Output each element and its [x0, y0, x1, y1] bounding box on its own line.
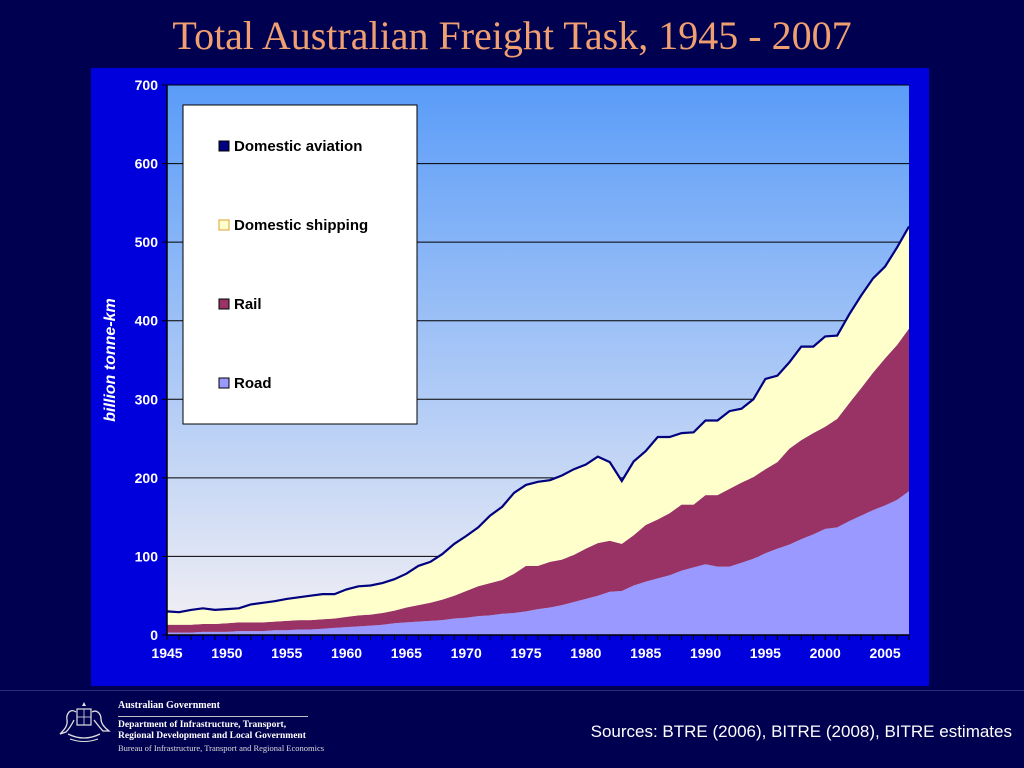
y-tick-label: 200	[135, 470, 159, 486]
x-tick-label: 1995	[750, 645, 781, 661]
x-tick-label: 1985	[630, 645, 661, 661]
series-areas	[166, 225, 910, 635]
government-logo: Australian Government Department of Infr…	[56, 700, 326, 762]
coat-of-arms-icon	[59, 702, 111, 742]
legend-swatch	[218, 219, 230, 231]
x-tick-label: 1975	[510, 645, 541, 661]
footer-divider	[0, 690, 1024, 691]
x-tick-label: 1950	[211, 645, 242, 661]
axes: 0 100 200 300 400 500 600 700 1945 1950 1955 1960 19…	[135, 77, 910, 661]
chart-frame: 0 100 200 300 400 500 600 700 1945 1950 1955 1960 19…	[91, 68, 929, 686]
area-rail	[167, 328, 909, 633]
x-tick-label: 2005	[869, 645, 900, 661]
y-tick-label: 500	[135, 234, 159, 250]
legend-swatch	[218, 377, 230, 389]
area-road	[167, 491, 909, 635]
legend-swatch	[218, 140, 230, 152]
legend-label: Road	[234, 375, 272, 392]
x-tick-label: 1980	[570, 645, 601, 661]
y-tick-label: 300	[135, 391, 159, 407]
y-axis-label: billion tonne-km	[102, 298, 119, 422]
x-tick-label: 1945	[151, 645, 182, 661]
legend-label: Rail	[234, 296, 262, 313]
freight-area-chart: 0 100 200 300 400 500 600 700 1945 1950 1955 1960 19…	[102, 77, 910, 661]
x-tick-label: 1960	[331, 645, 362, 661]
bureau-name: Bureau of Infrastructure, Transport and …	[118, 743, 325, 754]
department-line-1: Department of Infrastructure, Transport,	[118, 719, 287, 730]
x-tick-label: 2000	[810, 645, 841, 661]
x-tick-label: 1990	[690, 645, 721, 661]
y-tick-label: 700	[135, 77, 159, 93]
sources-note: Sources: BTRE (2006), BITRE (2008), BITR…	[590, 722, 1012, 741]
line-domestic-aviation	[166, 225, 910, 614]
department-line-2: Regional Development and Local Governmen…	[118, 731, 306, 742]
x-tick-label: 1955	[271, 645, 302, 661]
slide-title: Total Australian Freight Task, 1945 - 20…	[172, 13, 852, 58]
org-divider	[118, 715, 308, 717]
area-domestic-shipping	[167, 226, 909, 625]
x-tick-label: 1970	[451, 645, 482, 661]
government-name: Australian Government	[118, 700, 220, 711]
legend-swatch	[218, 298, 230, 310]
y-tick-label: 600	[135, 156, 159, 172]
y-tick-label: 0	[150, 627, 158, 643]
y-tick-label: 100	[135, 548, 159, 564]
legend: Domestic aviation Domestic shipping Rail Ro…	[182, 104, 418, 425]
legend-box	[182, 104, 418, 425]
legend-label: Domestic aviation	[234, 138, 362, 155]
organisation-text: Australian Government Department of Infr…	[118, 700, 324, 754]
x-tick-label: 1965	[391, 645, 422, 661]
y-tick-label: 400	[135, 313, 159, 329]
legend-label: Domestic shipping	[234, 217, 368, 234]
